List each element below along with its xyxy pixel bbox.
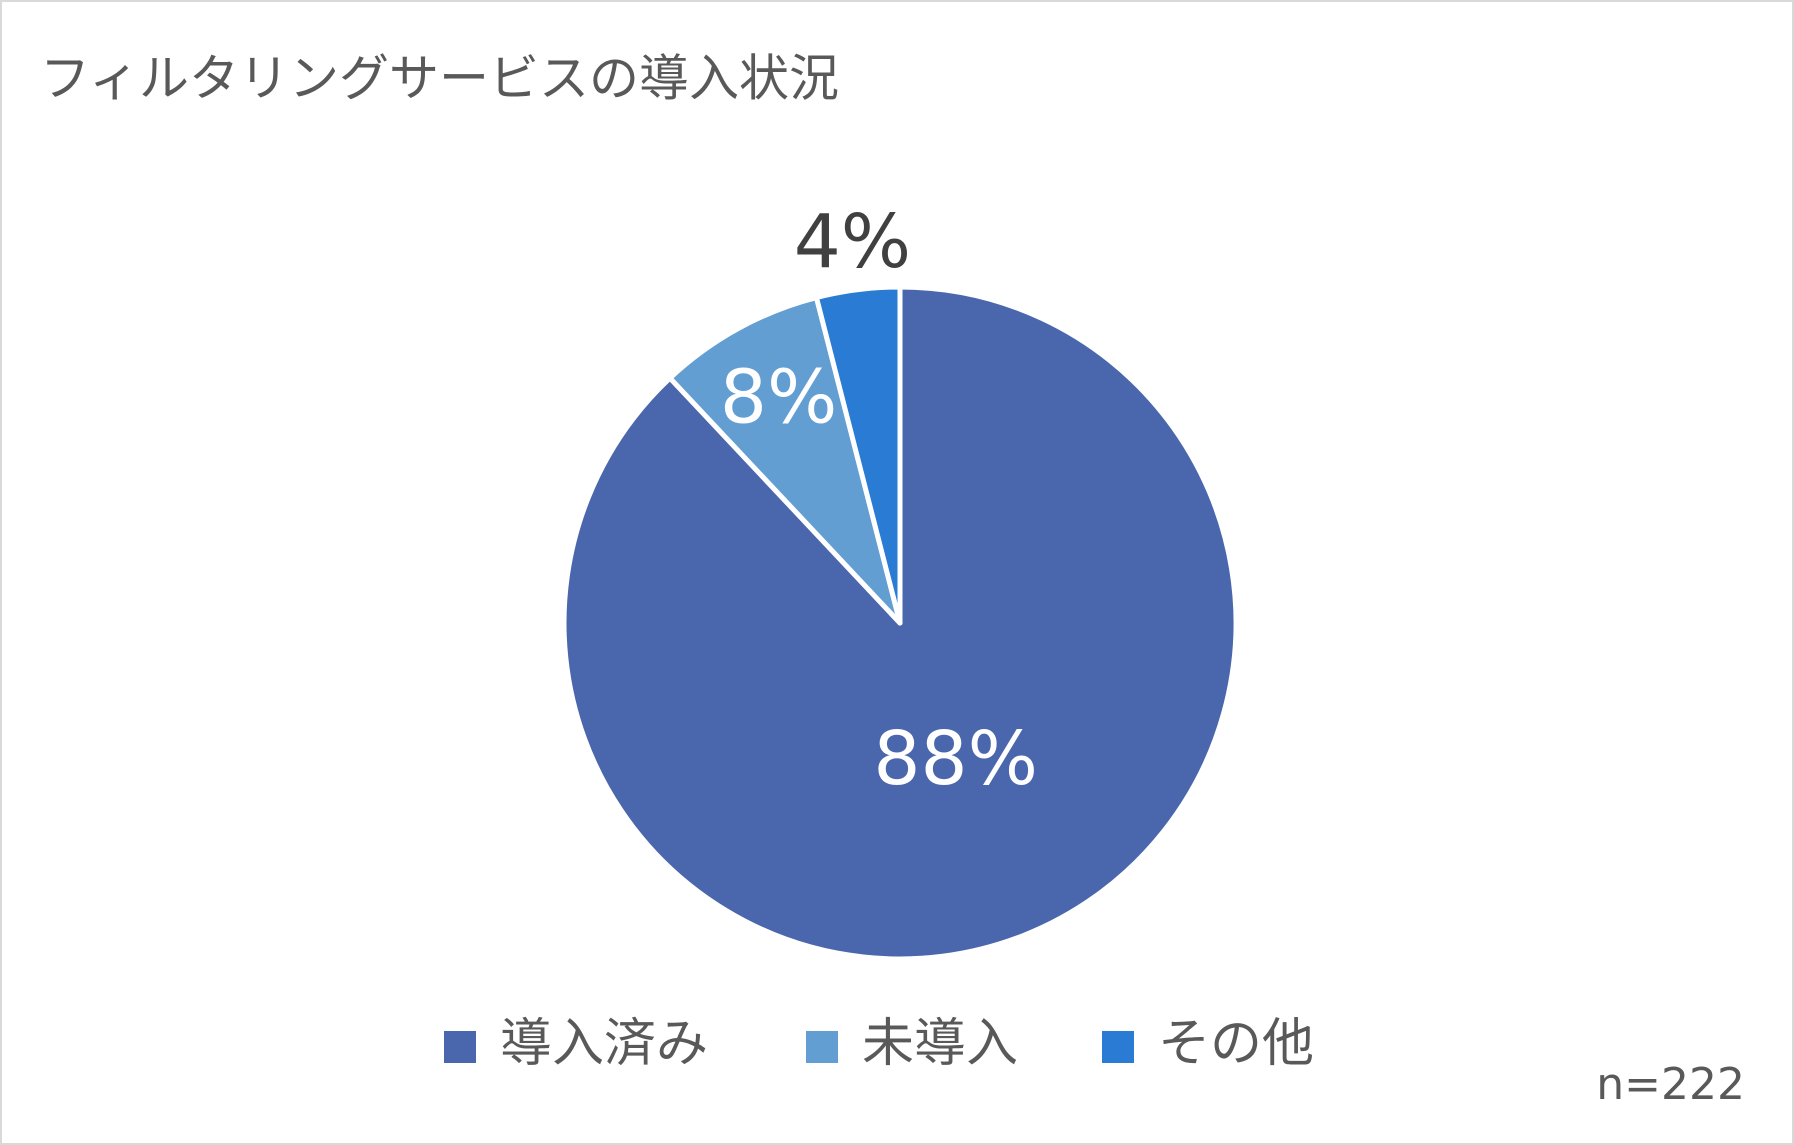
legend-label: 未導入 [862,1014,1018,1074]
chart-title: フィルタリングサービスの導入状況 [40,50,839,108]
legend-swatch [806,1031,838,1063]
data-label: 4% [794,199,911,285]
pie-slice [813,284,903,626]
legend-label: 導入済み [500,1014,708,1074]
legend-swatch [1102,1031,1134,1063]
pie-slice [667,295,903,626]
data-label: 8% [720,355,837,441]
data-label: 88% [873,716,1037,802]
legend-swatch [444,1031,476,1063]
sample-size: n=222 [1596,1059,1745,1110]
legend-label: その他 [1158,1014,1314,1074]
